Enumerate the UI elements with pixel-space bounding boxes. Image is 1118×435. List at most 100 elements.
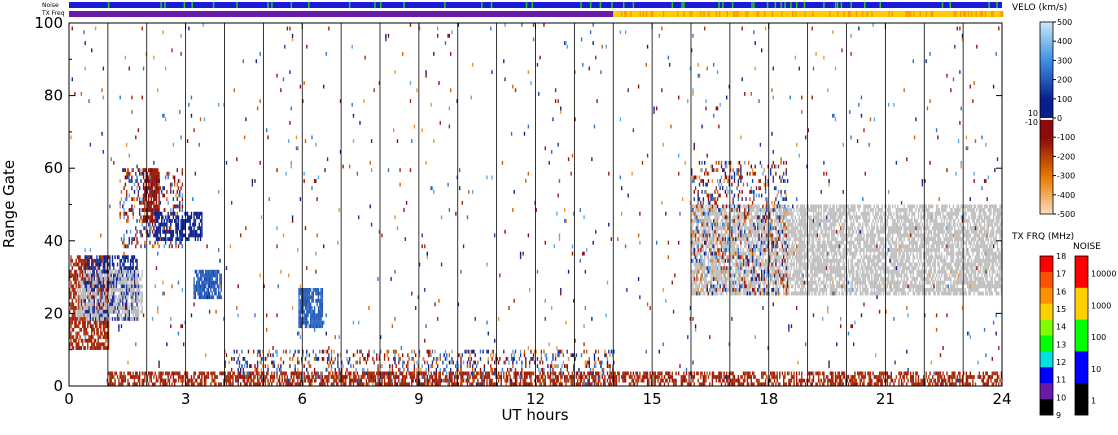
data-cell <box>167 219 169 223</box>
data-cell <box>98 277 101 281</box>
data-cell <box>137 291 140 296</box>
data-cell <box>963 371 965 376</box>
data-cell <box>203 280 206 285</box>
data-cell <box>105 309 107 314</box>
data-cell <box>218 382 220 387</box>
data-cell <box>123 269 125 274</box>
txfreq-strip-mark <box>732 11 735 17</box>
data-cell <box>199 291 202 296</box>
data-cell <box>92 335 94 340</box>
data-cell <box>577 382 579 387</box>
data-cell <box>83 291 85 296</box>
data-cell <box>70 258 72 263</box>
data-cell <box>88 298 90 303</box>
data-cell <box>412 378 414 383</box>
data-cell <box>713 255 715 260</box>
data-cell <box>218 288 220 292</box>
data-cell <box>211 295 213 300</box>
data-cell <box>303 320 305 325</box>
data-cell <box>123 233 125 238</box>
data-cell <box>158 237 160 242</box>
data-cell <box>692 375 694 379</box>
data-cell <box>589 382 592 387</box>
data-cell <box>352 364 355 369</box>
data-cell <box>531 371 533 376</box>
data-cell <box>688 371 690 376</box>
data-cell <box>155 204 158 209</box>
data-cell <box>303 295 305 300</box>
data-cell <box>442 378 444 383</box>
data-cell <box>710 219 712 223</box>
data-cell <box>137 190 140 194</box>
data-cell <box>737 378 740 383</box>
data-cell <box>87 320 89 325</box>
data-cell <box>934 378 936 383</box>
data-cell <box>176 197 178 202</box>
data-cell <box>333 382 335 387</box>
data-cell <box>542 375 544 379</box>
data-cell <box>224 375 226 379</box>
data-cell <box>181 204 184 209</box>
data-cell <box>145 197 147 202</box>
data-cell <box>122 382 124 387</box>
data-cell <box>316 375 318 379</box>
data-cell <box>819 371 821 376</box>
data-cell <box>381 364 383 369</box>
data-cell <box>80 309 83 314</box>
data-cell <box>472 378 474 383</box>
data-cell <box>319 306 321 310</box>
data-cell <box>148 371 150 376</box>
data-cell <box>862 382 864 387</box>
data-cell <box>88 288 90 292</box>
data-cell <box>671 371 673 376</box>
data-cell <box>398 375 400 379</box>
data-cell <box>232 378 234 383</box>
txfreq-strip-mark <box>866 11 868 17</box>
data-cell <box>783 375 785 379</box>
data-cell <box>203 382 206 387</box>
data-cell <box>693 291 695 296</box>
data-cell <box>460 371 462 376</box>
data-cell <box>304 324 307 329</box>
data-cell <box>888 375 890 379</box>
data-cell <box>136 266 138 271</box>
data-cell <box>220 288 222 292</box>
data-cell <box>650 382 653 387</box>
data-cell <box>98 295 101 300</box>
data-cell <box>934 371 936 376</box>
data-cell <box>968 382 970 387</box>
data-cell <box>532 353 535 358</box>
data-cell <box>91 338 93 343</box>
data-cell <box>91 284 93 289</box>
data-cell <box>557 349 559 354</box>
data-cell <box>149 226 151 231</box>
data-cell <box>285 349 287 354</box>
data-cell <box>512 349 514 354</box>
data-cell <box>75 273 77 278</box>
data-cell <box>198 295 200 300</box>
data-cell <box>505 371 508 376</box>
data-cell <box>214 378 216 383</box>
data-cell <box>610 349 613 354</box>
data-cell <box>711 273 714 278</box>
data-cell <box>210 277 212 281</box>
data-cell <box>72 346 75 350</box>
data-cell <box>253 382 255 387</box>
data-cell <box>158 244 160 249</box>
data-cell <box>174 182 176 187</box>
data-cell <box>155 179 158 183</box>
data-cell <box>69 335 71 340</box>
data-cell <box>207 273 210 278</box>
data-cell <box>219 280 221 285</box>
data-cell <box>393 371 395 376</box>
data-cell <box>201 291 203 296</box>
data-cell <box>900 378 903 383</box>
data-cell <box>114 273 116 278</box>
data-cell <box>319 302 321 307</box>
data-cell <box>706 229 708 234</box>
txfreq-strip-mark <box>812 11 814 17</box>
data-cell <box>105 298 107 303</box>
data-cell <box>702 269 705 274</box>
data-cell <box>543 367 545 372</box>
data-cell <box>83 324 85 329</box>
